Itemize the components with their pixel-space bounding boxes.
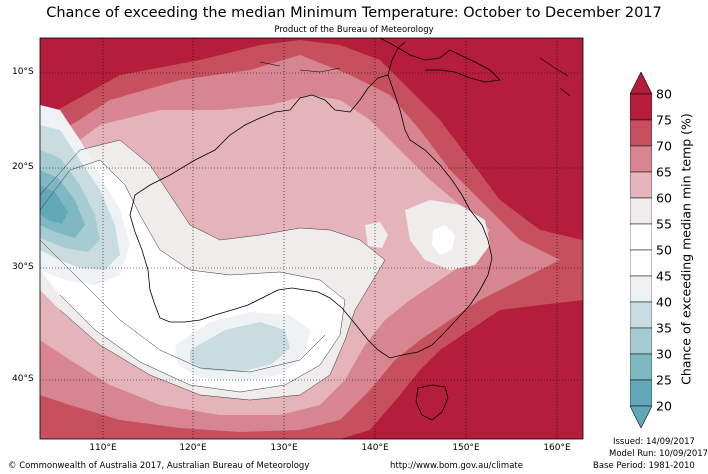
colorbar-extend-top xyxy=(630,72,652,95)
band-40-south xyxy=(190,322,290,372)
lat-label-10s: 10°S xyxy=(12,67,34,77)
colorbar-segment xyxy=(630,93,652,121)
map-subtitle: Product of the Bureau of Meteorology xyxy=(274,25,434,35)
band-60-east-b xyxy=(365,222,388,248)
tasmania-coastline xyxy=(415,384,449,421)
issued-date: Issued: 14/09/2017 xyxy=(613,437,695,447)
lat-label-30s: 30°S xyxy=(12,262,34,272)
colorbar-segment xyxy=(630,327,652,355)
colorbar-segment xyxy=(630,197,652,225)
colorbar-tick-label: 55 xyxy=(656,216,672,232)
colorbar-tick-label: 65 xyxy=(656,164,672,180)
colorbar-tick-label: 45 xyxy=(656,268,672,284)
colorbar-tick-label: 40 xyxy=(656,294,672,310)
colorbar-tick-label: 30 xyxy=(656,346,672,362)
lat-label-40s: 40°S xyxy=(12,374,34,384)
colorbar-segment xyxy=(630,223,652,251)
colorbar-tick-label: 70 xyxy=(656,138,672,154)
colorbar-tick-label: 20 xyxy=(656,398,672,414)
lon-label-110e: 110°E xyxy=(89,443,117,453)
base-period: Base Period: 1981-2010 xyxy=(593,461,695,471)
colorbar-segment xyxy=(630,301,652,329)
colorbar-tick-label: 60 xyxy=(656,190,672,206)
colorbar-extend-bottom xyxy=(630,405,652,428)
lon-label-140e: 140°E xyxy=(361,443,389,453)
band-50-east xyxy=(432,225,455,255)
australia-coastline xyxy=(129,74,493,359)
colorbar-tick-label: 80 xyxy=(656,86,672,102)
colorbar-label: Chance of exceeding median min temp (%) xyxy=(678,113,694,385)
lon-label-150e: 150°E xyxy=(452,443,480,453)
colorbar-segment xyxy=(630,249,652,277)
lat-label-20s: 20°S xyxy=(12,162,34,172)
website-url: http://www.bom.gov.au/climate xyxy=(390,461,523,471)
colorbar-segment xyxy=(630,171,652,199)
colorbar-segment xyxy=(630,379,652,407)
model-run-date: Model Run: 10/09/2017 xyxy=(609,449,708,459)
colorbar-segment xyxy=(630,353,652,381)
colorbar-segment xyxy=(630,275,652,303)
colorbar-tick-label: 75 xyxy=(656,112,672,128)
copyright-text: © Commonwealth of Australia 2017, Austra… xyxy=(8,461,310,471)
colorbar-tick-label: 50 xyxy=(656,242,672,258)
new-guinea-coastline xyxy=(379,38,501,83)
colorbar xyxy=(630,72,652,428)
colorbar-tick-label: 25 xyxy=(656,372,672,388)
lon-label-120e: 120°E xyxy=(179,443,207,453)
lon-label-160e: 160°E xyxy=(543,443,571,453)
band-25 xyxy=(40,185,68,224)
colorbar-segment xyxy=(630,145,652,173)
colorbar-segment xyxy=(630,119,652,147)
colorbar-tick-label: 35 xyxy=(656,320,672,336)
lon-label-130e: 130°E xyxy=(270,443,298,453)
map-title: Chance of exceeding the median Minimum T… xyxy=(46,5,662,21)
